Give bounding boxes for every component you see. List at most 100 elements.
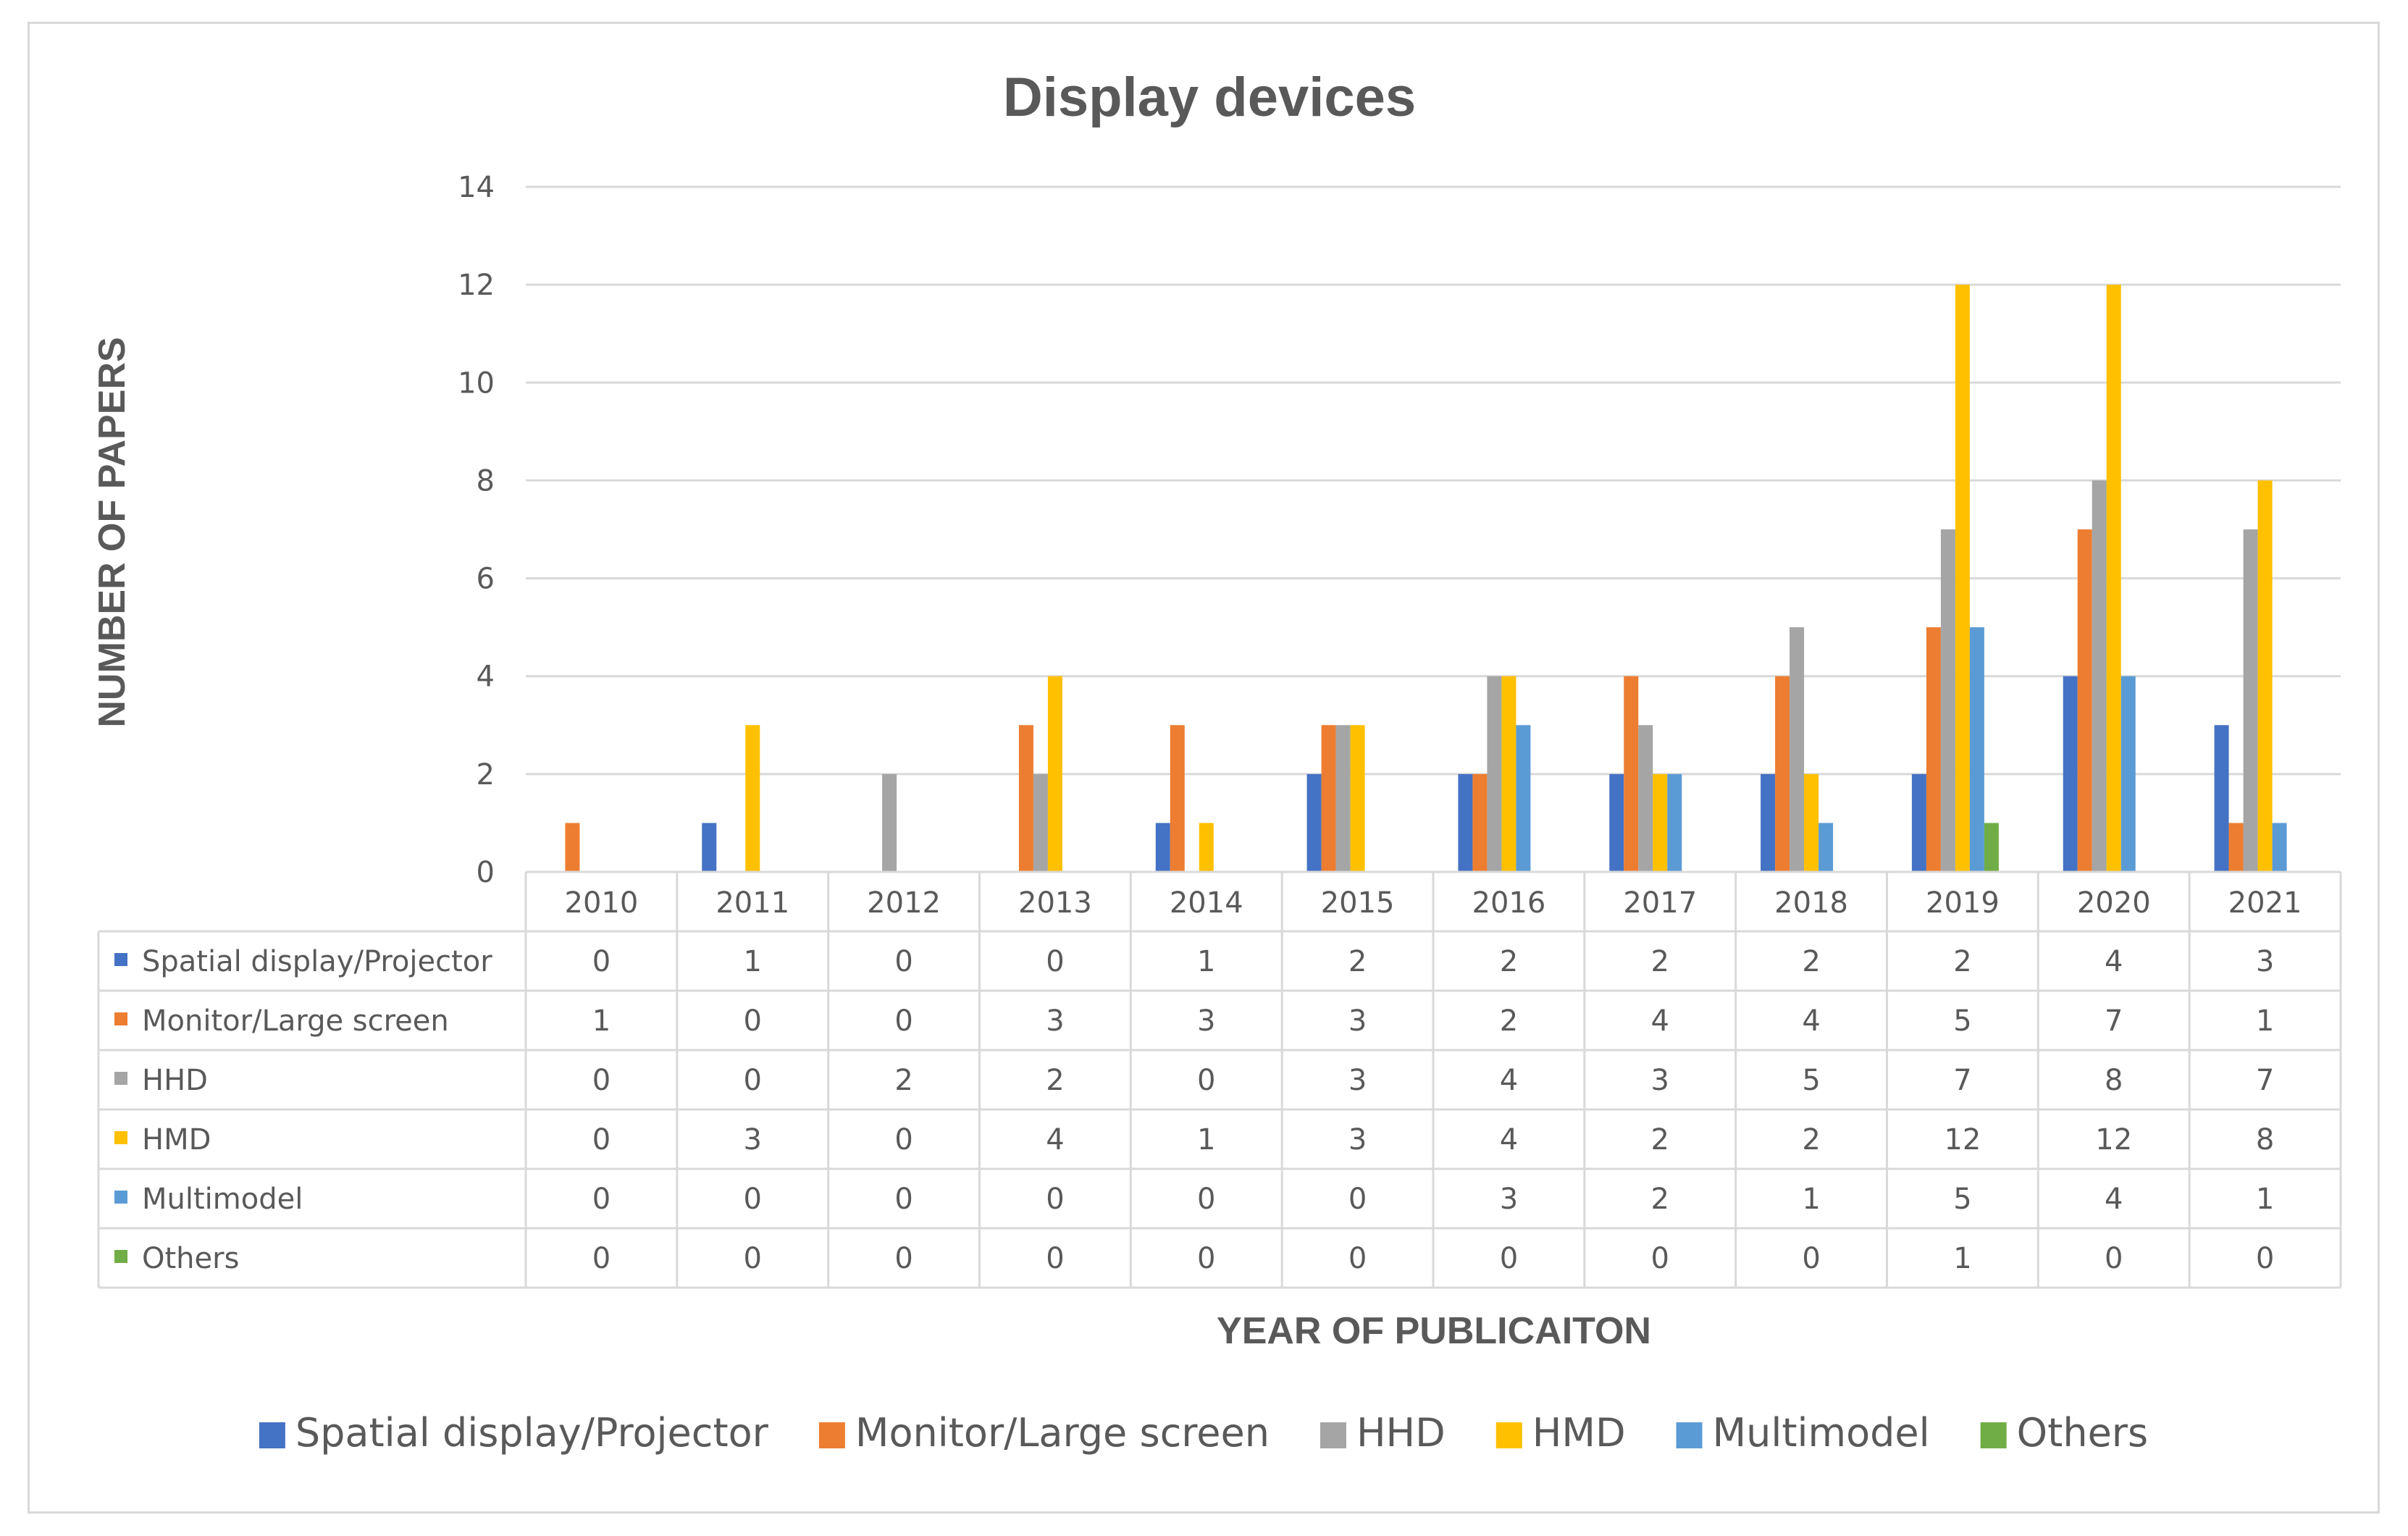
bar — [565, 823, 580, 872]
table-cell: 2 — [1651, 945, 1669, 978]
table-cell: 2 — [1651, 1183, 1669, 1216]
table-cell: 0 — [2105, 1242, 2123, 1275]
legend-label: HMD — [1532, 1410, 1626, 1456]
table-cell: 1 — [592, 1004, 611, 1038]
bar — [882, 773, 897, 872]
table-cell: 0 — [592, 1242, 611, 1275]
bar — [1047, 676, 1062, 872]
table-cell: 2 — [1500, 1004, 1518, 1038]
x-category-label: 2016 — [1472, 886, 1546, 920]
table-cell: 4 — [1500, 1064, 1518, 1097]
bar — [1955, 285, 1970, 873]
bar — [1501, 676, 1516, 872]
table-cell: 0 — [894, 1123, 913, 1157]
bar — [1350, 725, 1365, 872]
bar — [1775, 676, 1790, 872]
table-cell: 0 — [1348, 1242, 1367, 1275]
bar — [1155, 823, 1170, 872]
x-category-label: 2012 — [867, 886, 941, 920]
bar — [1911, 773, 1926, 872]
y-tick-label: 6 — [477, 563, 495, 596]
bar — [1790, 627, 1805, 872]
legend-label: Monitor/Large screen — [855, 1410, 1270, 1456]
table-cell: 4 — [1802, 1004, 1820, 1038]
bar — [1926, 627, 1941, 872]
legend-item: HMD — [1495, 1410, 1626, 1456]
legend-label: HHD — [1356, 1410, 1446, 1456]
y-tick-label: 14 — [458, 171, 495, 204]
table-cell: 8 — [2256, 1123, 2274, 1157]
table-cell: 4 — [1500, 1123, 1518, 1157]
legend-item: Others — [1980, 1410, 2148, 1456]
table-legend-key — [114, 1131, 127, 1144]
bar — [1321, 725, 1336, 872]
table-row-label: Multimodel — [142, 1183, 303, 1216]
table-cell: 0 — [1046, 1183, 1064, 1216]
y-axis-title: NUMBER OF PAPERS — [91, 337, 133, 727]
y-tick-label: 0 — [477, 856, 495, 889]
bar — [2092, 480, 2107, 872]
table-cell: 4 — [1651, 1004, 1669, 1038]
table-cell: 0 — [894, 1004, 913, 1038]
table-row-label: Others — [142, 1242, 239, 1275]
bar — [745, 725, 760, 872]
table-cell: 0 — [592, 1183, 611, 1216]
table-cell: 3 — [1348, 1004, 1367, 1038]
bar — [1969, 627, 1984, 872]
table-cell: 0 — [1046, 1242, 1064, 1275]
legend-label: Multimodel — [1713, 1410, 1930, 1456]
table-cell: 8 — [2105, 1064, 2123, 1097]
table-cell: 4 — [1046, 1123, 1064, 1157]
table-cell: 0 — [592, 1123, 611, 1157]
bar — [1624, 676, 1639, 872]
bar — [1335, 725, 1351, 872]
table-cell: 0 — [744, 1183, 762, 1216]
table-cell: 0 — [894, 1242, 913, 1275]
x-category-label: 2013 — [1018, 886, 1092, 920]
table-cell: 0 — [1046, 945, 1064, 978]
x-category-label: 2010 — [565, 886, 639, 920]
table-cell: 2 — [1953, 945, 1971, 978]
table-cell: 1 — [1197, 945, 1215, 978]
bar — [1458, 773, 1473, 872]
table-cell: 3 — [744, 1123, 762, 1157]
table-cell: 1 — [2256, 1183, 2274, 1216]
bar — [2228, 823, 2244, 872]
y-axis-ticks: 0 2 4 6 8 10 12 14 — [458, 171, 495, 889]
bar — [1804, 773, 1819, 872]
table-cell: 1 — [1953, 1242, 1971, 1275]
x-category-label: 2018 — [1774, 886, 1848, 920]
bars — [565, 285, 2287, 873]
legend-swatch — [259, 1422, 285, 1448]
legend-label: Spatial display/Projector — [295, 1410, 769, 1456]
bar — [1199, 823, 1214, 872]
table-cell: 5 — [1953, 1183, 1971, 1216]
table-cell: 2 — [1802, 945, 1820, 978]
table-cell: 3 — [1348, 1064, 1367, 1097]
table-cell: 2 — [1651, 1123, 1669, 1157]
y-tick-label: 10 — [458, 366, 495, 400]
bar — [2214, 725, 2229, 872]
x-category-label: 2021 — [2228, 886, 2302, 920]
bar — [2077, 529, 2092, 872]
y-tick-label: 12 — [458, 269, 495, 302]
bar — [1638, 725, 1653, 872]
bar — [702, 823, 717, 872]
table-legend-key — [114, 1250, 127, 1263]
bar — [1667, 773, 1682, 872]
bar — [1609, 773, 1624, 872]
x-axis-title: YEAR OF PUBLICAITON — [1217, 1310, 1651, 1352]
bar — [2120, 676, 2136, 872]
table-legend-key — [114, 953, 127, 966]
table-cell: 2 — [1802, 1123, 1820, 1157]
table-cell: 2 — [1348, 945, 1367, 978]
x-category-label: 2019 — [1926, 886, 2000, 920]
table-cell: 7 — [2256, 1064, 2274, 1097]
table-cell: 2 — [894, 1064, 913, 1097]
table-cell: 0 — [1348, 1183, 1367, 1216]
table-cell: 2 — [1046, 1064, 1064, 1097]
table-cell: 0 — [1197, 1183, 1215, 1216]
bar — [1018, 725, 1033, 872]
data-table: 2010 2011 2012 2013 2014 2015 2016 2017 2018 2019… — [97, 870, 2342, 1289]
